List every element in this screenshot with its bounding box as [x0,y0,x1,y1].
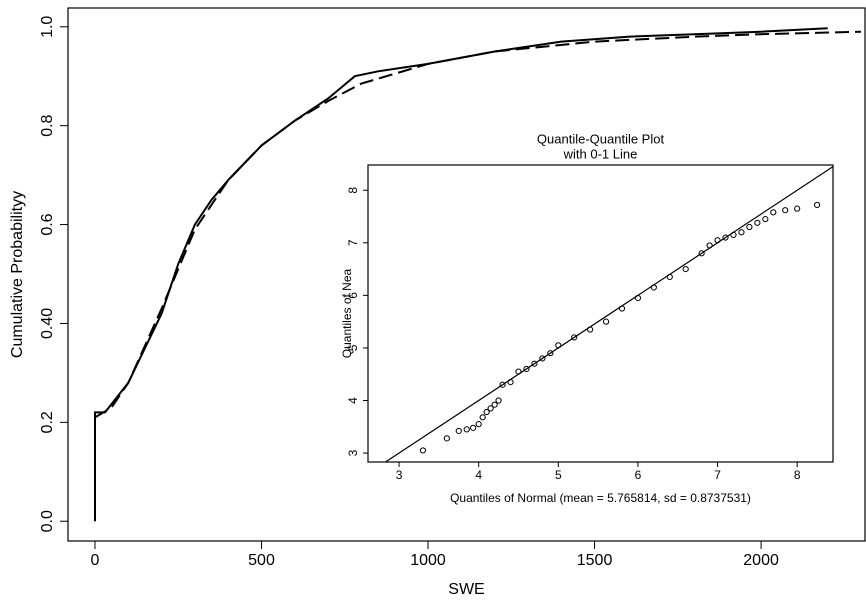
qq-point [507,378,514,386]
inset-title: with 0-1 Line [563,146,638,161]
x-axis-label: Quantiles of Normal (mean = 5.765814, sd… [450,491,751,505]
qq-point [495,397,502,404]
x-tick-label: 1500 [577,552,613,569]
qq-point [682,265,689,273]
qq-point [531,360,538,367]
qq-point [714,237,721,244]
qq-point [650,284,657,291]
qq-point [722,234,729,241]
y-tick-label: 4 [346,397,360,404]
y-tick-label: 1.0 [39,16,56,38]
qq-point [618,305,626,312]
qq-point [782,207,789,214]
qq-point [479,414,486,421]
qq-point [443,435,450,442]
qq-point [634,294,642,302]
x-tick-label: 8 [794,468,801,482]
qq-point [738,229,745,236]
qq-point [547,350,554,357]
x-tick-label: 1000 [410,552,446,569]
qq-point [419,447,427,454]
qq-point [487,405,494,412]
qq-point [515,368,522,375]
x-tick-label: 2000 [743,552,779,569]
y-axis-label: Quantiles of Nea [340,268,354,358]
qq-point [483,408,490,416]
qq-point [698,250,705,257]
qq-point [746,223,753,231]
qq-point [730,231,737,239]
reference-line [385,166,834,463]
y-tick-label: 0.2 [39,411,56,433]
cdf-line [94,30,862,419]
y-tick-label: 8 [346,187,360,194]
x-tick-label: 7 [714,468,721,482]
qq-point [666,273,673,281]
y-axis-label: Cumulative Probabilityy [9,191,26,358]
qq-point [463,426,470,433]
x-tick-label: 0 [91,552,100,569]
y-tick-label: 6 [346,292,360,299]
qq-point [470,424,477,431]
qq-point [602,318,610,325]
qq-point [794,205,801,212]
qq-point [475,421,482,428]
qq-point [499,381,506,388]
y-tick-label: 7 [346,239,360,246]
y-tick-label: 3 [346,449,360,456]
qq-point [754,219,761,226]
x-tick-label: 500 [248,552,275,569]
y-tick-label: 5 [346,344,360,351]
qq-point [523,365,530,373]
qq-point [491,401,498,408]
y-tick-label: 0.8 [39,114,56,136]
qq-point [813,201,821,209]
qq-point [587,326,594,333]
qq-point [762,216,769,223]
qq-point [571,334,578,341]
qq-point [539,355,546,362]
qq-point [770,209,777,216]
qq-point [706,242,713,249]
x-tick-label: 5 [555,468,562,482]
x-tick-label: 6 [635,468,642,482]
x-tick-label: 3 [396,468,403,482]
qq-point [555,342,562,349]
y-tick-label: 0.40 [39,308,56,339]
plot-frame [367,164,834,463]
x-axis-label: SWE [448,581,484,598]
inset-title: Quantile-Quantile Plot [537,131,665,146]
x-tick-label: 4 [475,468,482,482]
y-tick-label: 0.0 [39,510,56,532]
qq-point [455,427,462,435]
y-tick-label: 0.6 [39,213,56,235]
